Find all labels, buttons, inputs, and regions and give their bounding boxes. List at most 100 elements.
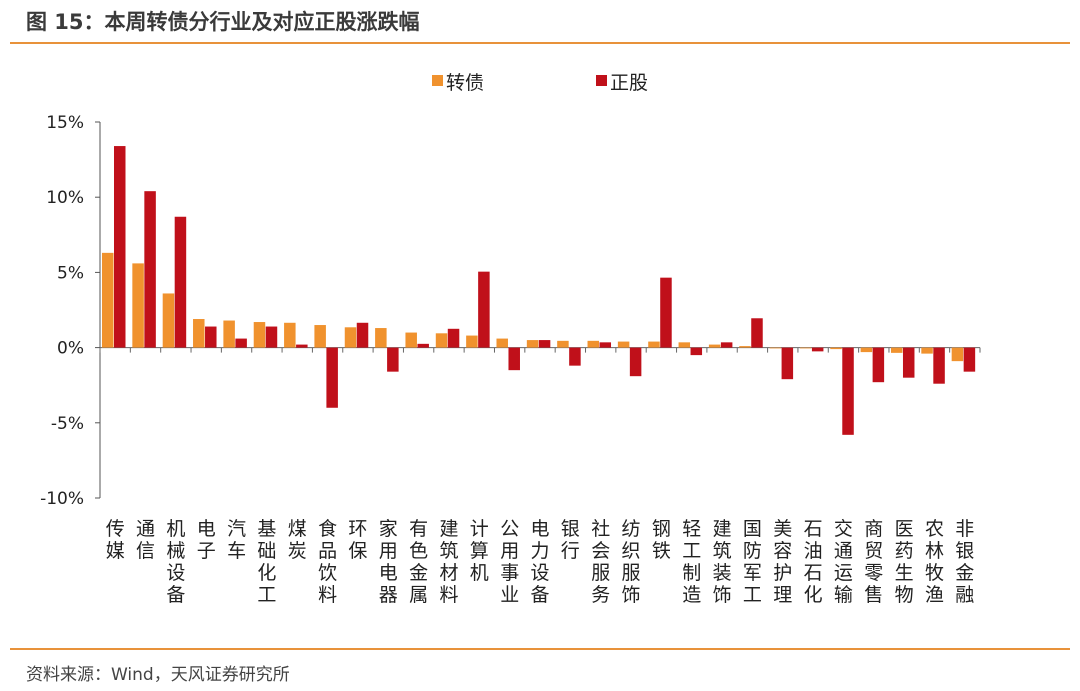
bar-stock-19 [690,347,703,356]
bar-convertible-19 [678,342,691,348]
x-category-char: 饰 [713,584,732,606]
x-category-char: 军 [743,562,762,584]
x-category-char: 基 [257,518,276,540]
bar-stock-12 [478,271,490,348]
x-category-label: 煤炭 [288,518,307,562]
bar-convertible-28 [951,347,964,362]
x-category-char: 交 [834,518,853,540]
bar-stock-4 [235,338,247,348]
x-category-char: 事 [500,562,519,584]
x-category-char: 食 [318,518,337,540]
x-category-char: 材 [439,562,458,584]
bar-convertible-25 [860,347,873,353]
x-category-char: 铁 [652,540,671,562]
x-category-char: 饰 [621,584,640,606]
x-category-char: 零 [864,562,883,584]
x-category-char: 筑 [439,540,458,562]
x-category-char: 设 [166,562,185,584]
x-category-char: 织 [621,540,640,562]
x-category-char: 用 [379,540,398,562]
x-category-char: 信 [136,540,155,562]
x-category-char: 料 [318,584,337,606]
x-category-char: 筑 [713,540,732,562]
bar-convertible-23 [799,347,812,349]
bar-convertible-4 [223,320,235,348]
bar-convertible-12 [466,335,478,348]
x-category-char: 品 [318,540,337,562]
bar-stock-17 [629,347,642,377]
x-category-char: 会 [591,540,610,562]
bar-convertible-2 [162,293,175,348]
x-category-char: 公 [500,518,519,540]
x-category-char: 业 [500,584,519,606]
x-category-char: 生 [895,562,914,584]
x-category-char: 装 [713,562,732,584]
bar-stock-28 [963,347,976,372]
bar-stock-20 [720,342,733,348]
figure-title: 图 15：本周转债分行业及对应正股涨跌幅 [26,10,420,34]
bar-stock-21 [751,318,763,348]
x-category-char: 算 [470,540,489,562]
bar-convertible-20 [708,344,721,348]
x-category-char: 家 [379,518,398,540]
bar-convertible-3 [193,319,205,348]
x-category-char: 物 [895,584,914,606]
x-category-char: 渔 [925,584,944,606]
bar-stock-1 [144,191,156,348]
x-category-char: 机 [166,518,185,540]
x-category-char: 车 [227,540,246,562]
x-category-char: 输 [834,584,853,606]
bar-stock-13 [508,347,520,371]
y-tick-label: -10% [40,489,84,509]
bar-stock-14 [538,340,551,348]
bar-convertible-11 [435,333,448,348]
x-category-char: 力 [530,540,549,562]
x-category-char: 媒 [106,540,125,562]
bar-convertible-14 [526,340,539,348]
x-category-char: 传 [106,518,125,540]
x-category-char: 非 [955,518,974,540]
x-category-char: 农 [925,518,944,540]
legend-swatch-series-2 [596,75,607,86]
x-category-char: 计 [470,518,489,540]
x-category-char: 容 [773,540,792,562]
bar-chart: 转债 正股 15%10%5%0%-5%-10% 传媒通信机械设备电子汽车基础化工… [40,72,981,606]
bar-stock-24 [842,347,854,435]
bar-convertible-18 [648,341,660,348]
x-category-char: 化 [804,584,823,606]
bar-convertible-21 [739,346,751,348]
bar-convertible-6 [284,322,296,348]
x-category-char: 牧 [925,562,944,584]
x-category-char: 工 [743,584,762,606]
x-category-char: 机 [470,562,489,584]
x-category-char: 设 [530,562,549,584]
x-category-char: 煤 [288,518,307,540]
bar-convertible-24 [830,347,842,350]
x-category-label: 钢铁 [652,518,671,562]
bar-convertible-8 [344,327,357,348]
x-category-char: 务 [591,584,610,606]
x-category-char: 药 [895,540,914,562]
bar-convertible-26 [890,347,903,353]
bar-convertible-10 [405,332,417,348]
x-category-char: 林 [925,540,944,562]
bar-convertible-9 [375,328,387,348]
title-divider [10,42,1070,44]
x-category-char: 防 [743,540,762,562]
x-category-label: 环保 [348,518,367,562]
y-tick-label: -5% [51,414,84,434]
x-category-char: 纺 [621,518,640,540]
x-category-char: 建 [439,518,458,540]
x-category-char: 器 [379,584,398,606]
x-category-char: 商 [864,518,883,540]
